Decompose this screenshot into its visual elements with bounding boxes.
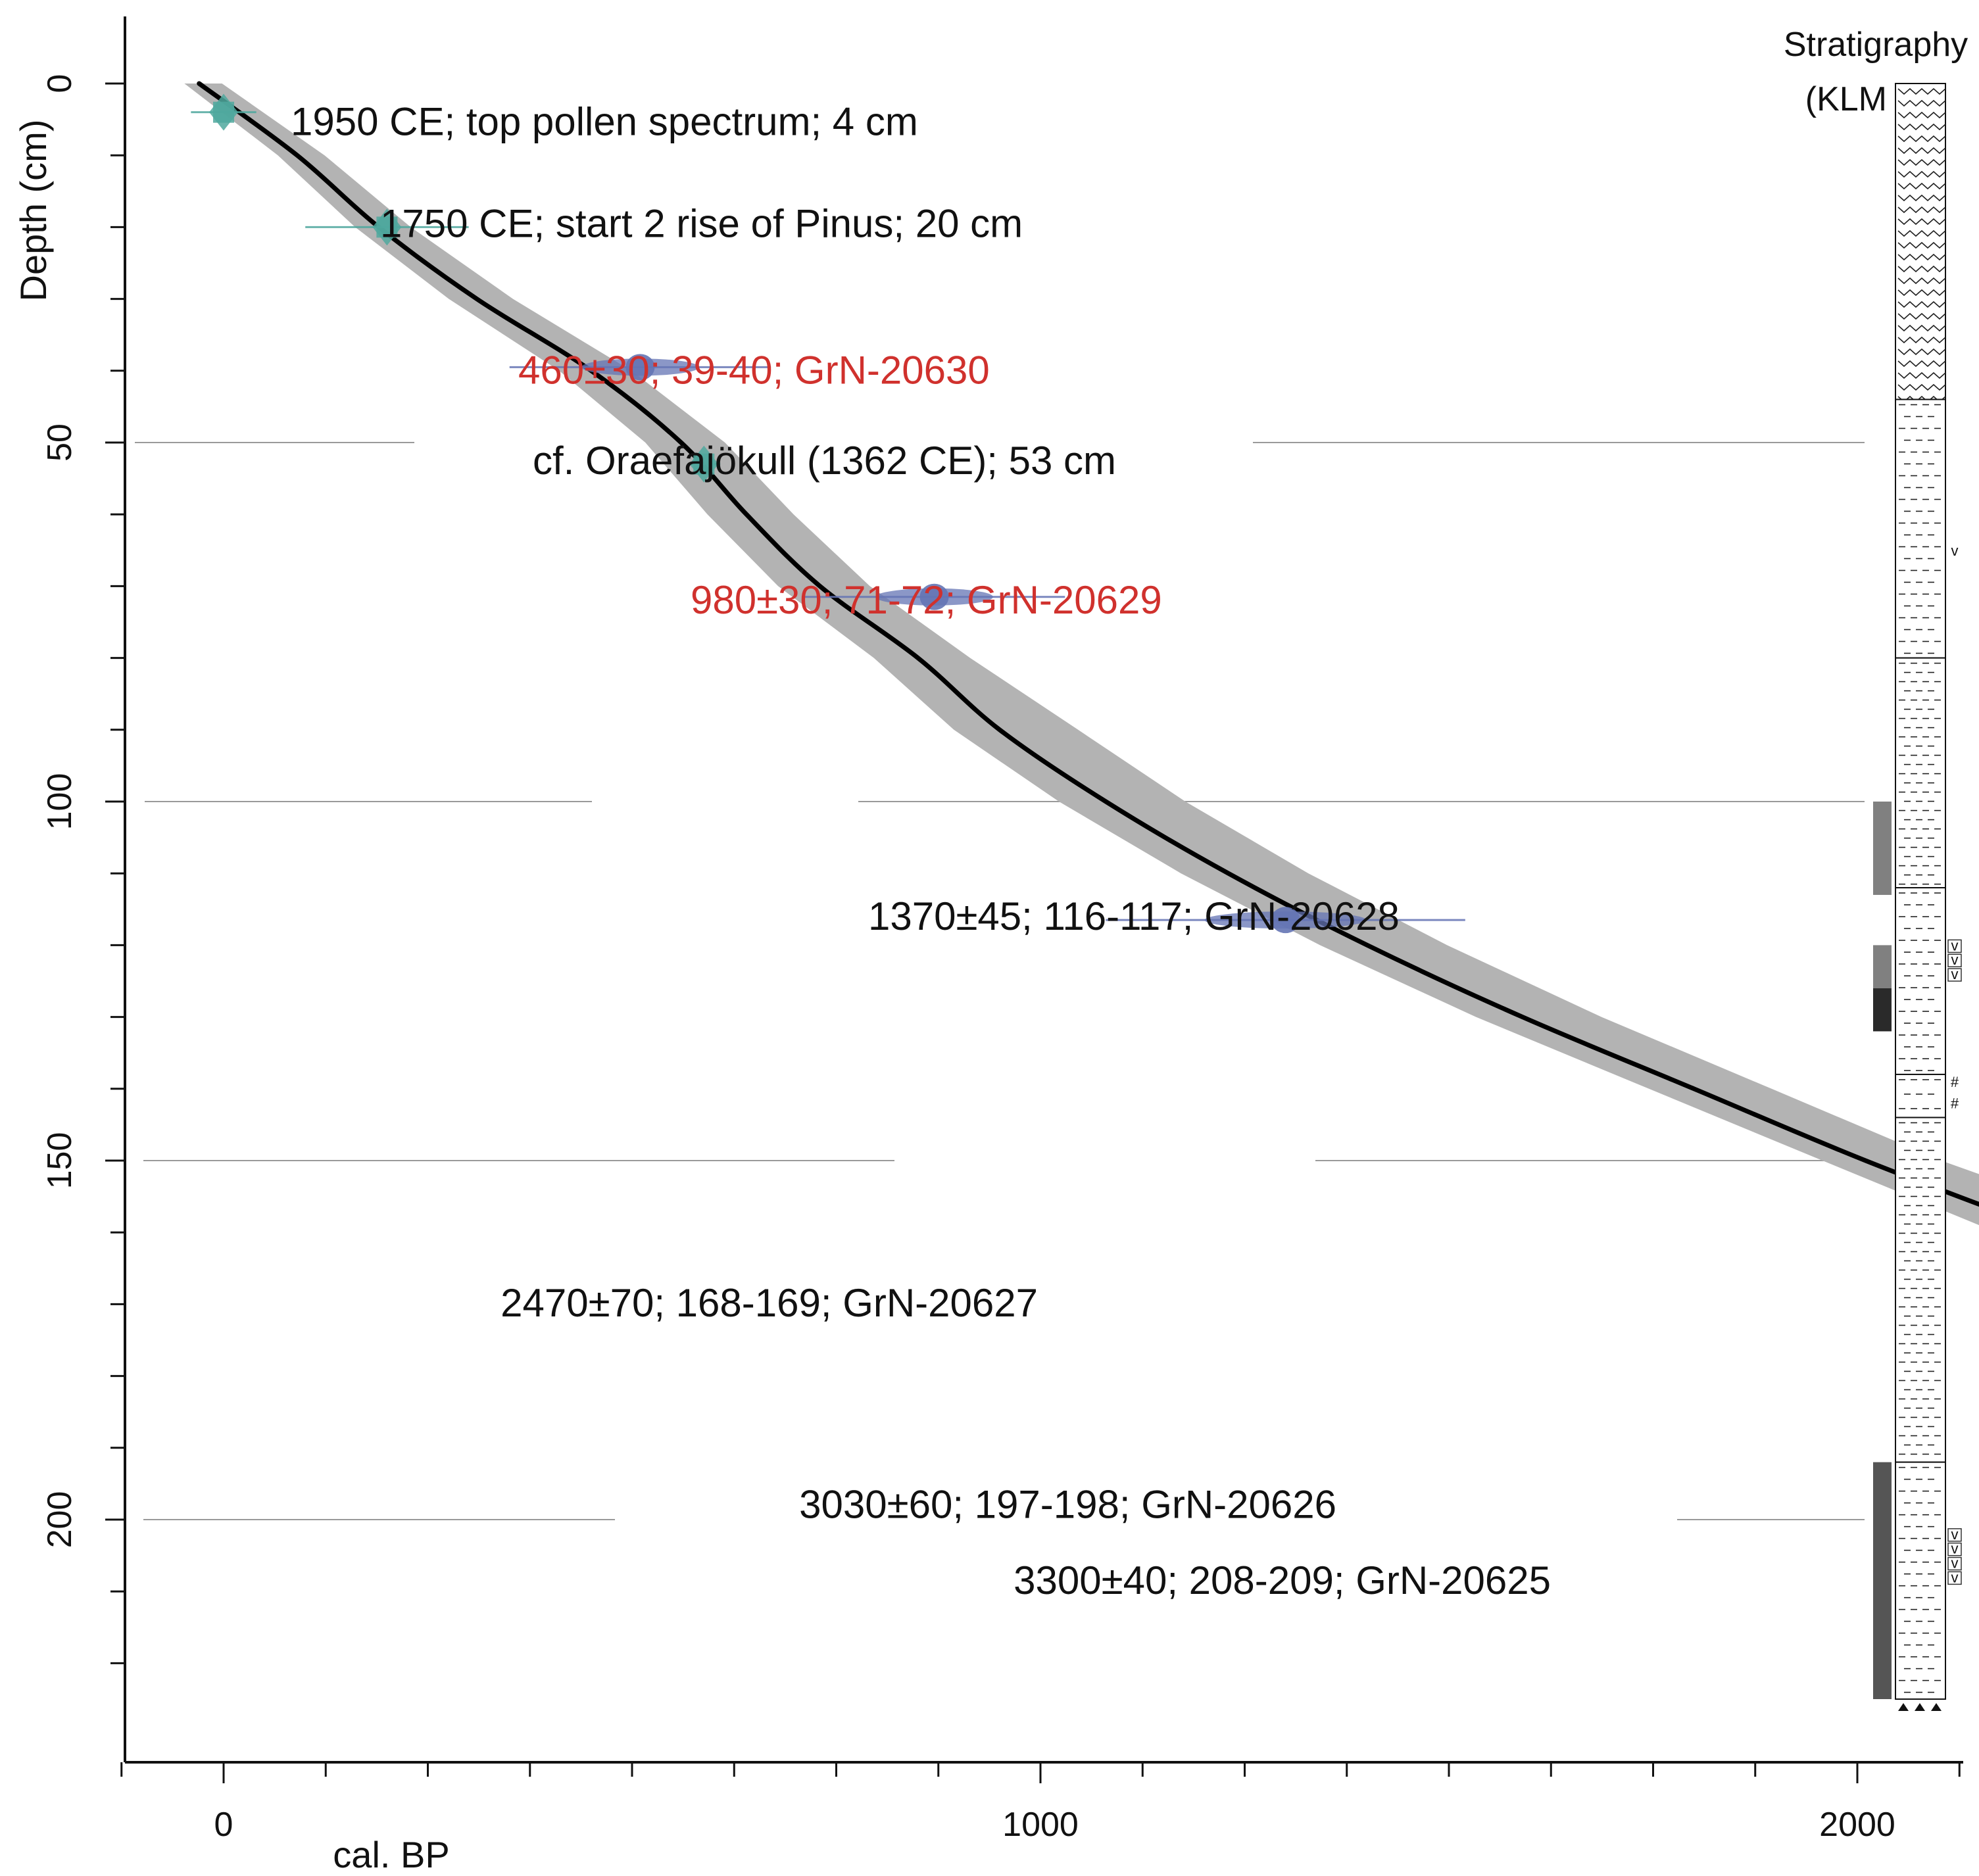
- stratigraphy-symbol-6: #: [1951, 1095, 1959, 1112]
- stratigraphy-side-bar-2: [1873, 945, 1892, 988]
- date-label-3: 460±30; 39-40; GrN-20630: [518, 348, 990, 392]
- date-marker-4: [687, 445, 721, 483]
- unit-hatch: [1897, 289, 1946, 297]
- stratigraphy-symbol-box: [1947, 939, 1962, 953]
- unit-hatch: [1897, 301, 1946, 308]
- unit-box: [1895, 1073, 1946, 1118]
- date-label-5: 980±30; 71-72; GrN-20629: [691, 578, 1162, 622]
- stratigraphy-symbol-9: v: [1951, 1555, 1959, 1572]
- stratigraphy-symbol-8: v: [1951, 1541, 1959, 1557]
- unit-hatch: [1897, 324, 1946, 332]
- unit-box: [1895, 657, 1946, 889]
- date-label-1: 1950 CE; top pollen spectrum; 4 cm: [291, 100, 918, 144]
- unit-hatch: [1897, 360, 1946, 368]
- stratigraphy-unit-2: [1895, 398, 1946, 659]
- stratigraphy-symbol-box: [1947, 1528, 1962, 1542]
- date-label-9: 3300±40; 208-209; GrN-20625: [1014, 1558, 1551, 1602]
- unit-hatch: [1897, 265, 1946, 273]
- unit-hatch: [1897, 147, 1946, 155]
- unit-hatch: [1897, 229, 1946, 237]
- x-axis-title: cal. BP: [333, 1834, 449, 1873]
- unit-hatch: [1897, 99, 1946, 107]
- base-triangle-icon: [1898, 1703, 1909, 1711]
- stratigraphy-symbol-10: v: [1951, 1569, 1959, 1585]
- unit-box: [1895, 398, 1946, 659]
- unit-hatch: [1897, 336, 1946, 344]
- stratigraphy-symbol-5: #: [1951, 1074, 1959, 1090]
- unit-hatch: [1897, 135, 1946, 143]
- date-core: [693, 453, 715, 475]
- y-tick-label-0: 0: [41, 74, 79, 93]
- date-marker-2: [305, 208, 469, 246]
- base-triangle-icon: [1931, 1703, 1942, 1711]
- unit-hatch: [1897, 194, 1946, 202]
- stratigraphy-symbol-7: v: [1951, 1526, 1959, 1543]
- unit-hatch: [1897, 87, 1946, 95]
- y-tick-label-100: 100: [41, 773, 79, 830]
- unit-hatch: [1897, 277, 1946, 285]
- unit-hatch: [1897, 383, 1946, 391]
- unit-hatch: [1897, 158, 1946, 166]
- unit-box: [1895, 83, 1946, 400]
- stratigraphy-symbol-box: [1947, 1542, 1962, 1556]
- stratigraphy-symbol-4: v: [1951, 966, 1959, 982]
- stratigraphy-unit-5: [1895, 1073, 1946, 1118]
- stratigraphy-symbol-box: [1947, 968, 1962, 982]
- unit-box: [1895, 887, 1946, 1075]
- date-label-4: cf. Oraefajökull (1362 CE); 53 cm: [533, 439, 1116, 483]
- unit-hatch: [1897, 348, 1946, 356]
- date-marker-3: [509, 354, 771, 381]
- unit-box: [1895, 1461, 1946, 1700]
- stratigraphy-unit-3: [1895, 657, 1946, 889]
- stratigraphy-side-bar-3: [1873, 988, 1892, 1032]
- unit-hatch: [1897, 241, 1946, 249]
- y-tick-label-150: 150: [41, 1132, 79, 1190]
- date-core: [376, 216, 398, 238]
- y-tick-label-200: 200: [41, 1491, 79, 1549]
- date-peak: [919, 583, 949, 610]
- date-label-6: 1370±45; 116-117; GrN-20628: [868, 894, 1400, 938]
- unit-hatch: [1897, 206, 1946, 214]
- unit-hatch: [1897, 372, 1946, 379]
- unit-hatch: [1897, 218, 1946, 226]
- date-peak: [625, 354, 655, 381]
- date-marker-1: [191, 93, 257, 131]
- stratigraphy-unit-4: [1895, 887, 1946, 1075]
- stratigraphy-side-bar-1: [1873, 802, 1892, 895]
- y-axis-title: Depth (cm): [12, 120, 54, 302]
- stratigraphy-symbol-box: [1947, 1571, 1962, 1585]
- y-tick-label-50: 50: [41, 423, 79, 462]
- unit-hatch: [1897, 123, 1946, 131]
- unit-hatch: [1897, 111, 1946, 119]
- date-marker-5: [803, 583, 1065, 610]
- base-triangle-icon: [1915, 1703, 1925, 1711]
- stratigraphy-unit-6: [1895, 1117, 1946, 1463]
- stratigraphy-symbol-1: v: [1951, 542, 1959, 559]
- stratigraphy-symbol-3: v: [1951, 951, 1959, 968]
- stratigraphy-title: Stratigraphy: [1784, 26, 1968, 64]
- x-tick-label-0: 0: [214, 1806, 233, 1844]
- x-tick-label-1000: 1000: [1002, 1806, 1079, 1844]
- stratigraphy-symbol-box: [1947, 953, 1962, 967]
- uncertainty-band: [184, 84, 1979, 1226]
- unit-hatch: [1897, 170, 1946, 178]
- stratigraphy-unit-1: [1895, 83, 1946, 403]
- date-label-7: 2470±70; 168-169; GrN-20627: [501, 1281, 1038, 1325]
- date-peak: [1271, 907, 1300, 934]
- x-tick-label-2000: 2000: [1819, 1806, 1895, 1844]
- date-label-8: 3030±60; 197-198; GrN-20626: [799, 1483, 1336, 1527]
- age-model-line: [197, 81, 1979, 1207]
- stratigraphy-side-bar-4: [1873, 1462, 1892, 1699]
- stratigraphy-symbol-box: [1947, 1556, 1962, 1571]
- unit-hatch: [1897, 253, 1946, 261]
- date-label-2: 1750 CE; start 2 rise of Pinus; 20 cm: [380, 201, 1023, 245]
- unit-hatch: [1897, 182, 1946, 190]
- date-marker-6: [1106, 907, 1465, 934]
- stratigraphy-symbol-2: v: [1951, 937, 1959, 953]
- unit-hatch: [1897, 312, 1946, 320]
- stratigraphy-unit-7: [1895, 1461, 1946, 1700]
- date-core: [213, 101, 234, 123]
